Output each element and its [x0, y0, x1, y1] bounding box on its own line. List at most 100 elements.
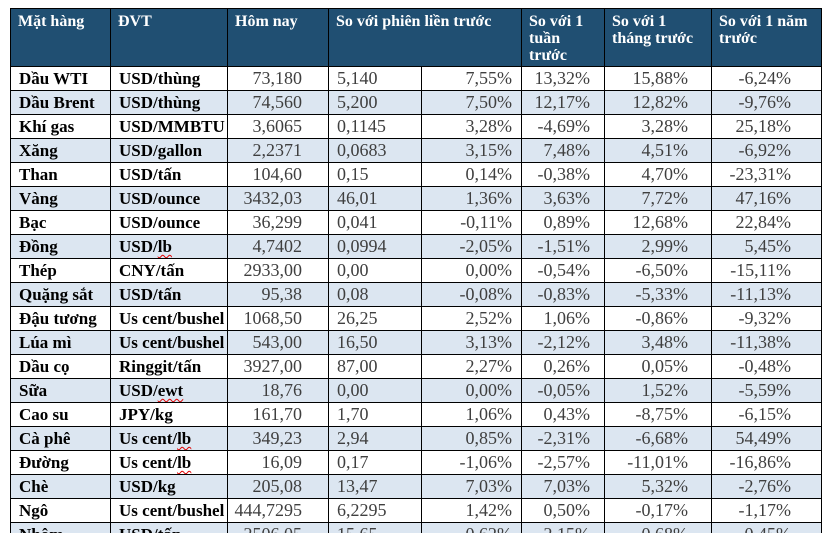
table-body: Dầu WTI USD/thùng 73,180 5,140 7,55% 13,…	[10, 66, 822, 533]
week-pct-value: -0,54%	[521, 258, 606, 283]
unit-cell: Ringgit/tấn	[110, 354, 228, 379]
today-value: 36,299	[227, 210, 329, 235]
change-abs-value: 13,47	[328, 474, 422, 499]
change-abs-value: 26,25	[328, 306, 422, 331]
year-pct-value: -15,11%	[711, 258, 822, 283]
today-value: 205,08	[227, 474, 329, 499]
change-pct-value: 3,28%	[420, 114, 523, 139]
year-pct-value: -2,76%	[711, 474, 822, 499]
unit-cell: USD/ounce	[110, 210, 228, 235]
table-row: Đậu tương Us cent/bushel 1068,50 26,25 2…	[10, 306, 822, 331]
commodity-name: Cà phê	[10, 426, 111, 451]
unit-cell: USD/ounce	[110, 186, 228, 211]
unit-cell: Us cent/lb	[110, 426, 228, 451]
unit-cell: USD/tấn	[110, 282, 228, 307]
change-pct-value: 2,52%	[420, 306, 523, 331]
table-row: Ngô Us cent/bushel 444,7295 6,2295 1,42%…	[10, 498, 822, 523]
change-pct-value: 7,50%	[420, 90, 523, 115]
commodity-name: Lúa mì	[10, 330, 111, 355]
year-pct-value: -9,76%	[711, 90, 822, 115]
commodity-name: Quặng sắt	[10, 282, 111, 307]
unit-text: Us cent/bushel	[119, 333, 225, 352]
week-pct-value: 1,06%	[521, 306, 606, 331]
unit-cell: USD/gallon	[110, 138, 228, 163]
header-vs-month: So với 1 tháng trước	[604, 8, 713, 67]
table-row: Than USD/tấn 104,60 0,15 0,14% -0,38% 4,…	[10, 162, 822, 187]
misspelled-unit-text: lb	[177, 429, 192, 448]
change-abs-value: 2,94	[328, 426, 422, 451]
today-value: 2,2371	[227, 138, 329, 163]
week-pct-value: -1,51%	[521, 234, 606, 259]
today-value: 3432,03	[227, 186, 329, 211]
today-value: 73,180	[227, 66, 329, 91]
today-value: 543,00	[227, 330, 329, 355]
month-pct-value: -6,68%	[604, 426, 713, 451]
month-pct-value: 4,70%	[604, 162, 713, 187]
table-row: Bạc USD/ounce 36,299 0,041 -0,11% 0,89% …	[10, 210, 822, 235]
table-row: Xăng USD/gallon 2,2371 0,0683 3,15% 7,48…	[10, 138, 822, 163]
week-pct-value: -0,83%	[521, 282, 606, 307]
today-value: 161,70	[227, 402, 329, 427]
table-row: Đồng USD/lb 4,7402 0,0994 -2,05% -1,51% …	[10, 234, 822, 259]
table-row: Vàng USD/ounce 3432,03 46,01 1,36% 3,63%…	[10, 186, 822, 211]
year-pct-value: -0,48%	[711, 354, 822, 379]
year-pct-value: -11,13%	[711, 282, 822, 307]
commodity-name: Than	[10, 162, 111, 187]
unit-text: USD/tấn	[119, 165, 182, 184]
week-pct-value: 2,15%	[521, 522, 606, 533]
year-pct-value: 5,45%	[711, 234, 822, 259]
month-pct-value: 12,82%	[604, 90, 713, 115]
unit-text: USD/	[119, 381, 158, 400]
change-abs-value: 1,70	[328, 402, 422, 427]
month-pct-value: 2,99%	[604, 234, 713, 259]
week-pct-value: 0,89%	[521, 210, 606, 235]
year-pct-value: 47,16%	[711, 186, 822, 211]
commodity-name: Dầu Brent	[10, 90, 111, 115]
year-pct-value: -6,15%	[711, 402, 822, 427]
today-value: 2506,05	[227, 522, 329, 533]
change-abs-value: 0,0994	[328, 234, 422, 259]
change-pct-value: 0,00%	[420, 378, 523, 403]
today-value: 349,23	[227, 426, 329, 451]
year-pct-value: 54,49%	[711, 426, 822, 451]
month-pct-value: 15,88%	[604, 66, 713, 91]
table-row: Quặng sắt USD/tấn 95,38 0,08 -0,08% -0,8…	[10, 282, 822, 307]
today-value: 2933,00	[227, 258, 329, 283]
month-pct-value: 0,05%	[604, 354, 713, 379]
today-value: 16,09	[227, 450, 329, 475]
table-row: Chè USD/kg 205,08 13,47 7,03% 7,03% 5,32…	[10, 474, 822, 499]
today-value: 74,560	[227, 90, 329, 115]
commodity-name: Thép	[10, 258, 111, 283]
unit-cell: USD/thùng	[110, 90, 228, 115]
change-pct-value: 7,55%	[420, 66, 523, 91]
change-pct-value: 0,85%	[420, 426, 523, 451]
unit-text: USD/thùng	[119, 69, 201, 88]
change-abs-value: 0,041	[328, 210, 422, 235]
misspelled-unit-text: lb	[177, 453, 192, 472]
commodity-name: Đậu tương	[10, 306, 111, 331]
change-abs-value: 46,01	[328, 186, 422, 211]
unit-text: CNY/tấn	[119, 261, 185, 280]
week-pct-value: -0,05%	[521, 378, 606, 403]
unit-text: USD/gallon	[119, 141, 203, 160]
month-pct-value: 3,48%	[604, 330, 713, 355]
unit-cell: JPY/kg	[110, 402, 228, 427]
unit-text: Us cent/	[119, 453, 178, 472]
header-row: Mặt hàng ĐVT Hôm nay So với phiên liền t…	[10, 8, 822, 67]
today-value: 3927,00	[227, 354, 329, 379]
table-row: Đường Us cent/lb 16,09 0,17 -1,06% -2,57…	[10, 450, 822, 475]
year-pct-value: -5,59%	[711, 378, 822, 403]
year-pct-value: -9,32%	[711, 306, 822, 331]
unit-cell: USD/kg	[110, 474, 228, 499]
unit-cell: Us cent/bushel	[110, 306, 228, 331]
commodity-name: Dầu cọ	[10, 354, 111, 379]
change-pct-value: 2,27%	[420, 354, 523, 379]
week-pct-value: 13,32%	[521, 66, 606, 91]
table-row: Dầu WTI USD/thùng 73,180 5,140 7,55% 13,…	[10, 66, 822, 91]
change-abs-value: 0,17	[328, 450, 422, 475]
week-pct-value: -2,57%	[521, 450, 606, 475]
change-abs-value: 0,00	[328, 378, 422, 403]
week-pct-value: 0,43%	[521, 402, 606, 427]
change-abs-value: 5,140	[328, 66, 422, 91]
